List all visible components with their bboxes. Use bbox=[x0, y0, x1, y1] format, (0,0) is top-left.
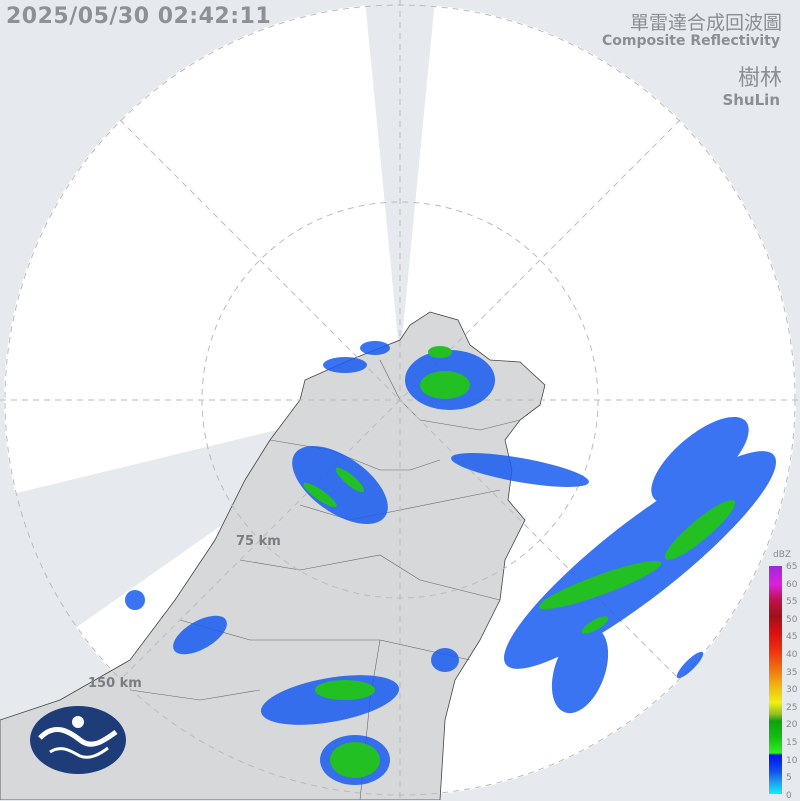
title-chinese: 單雷達合成回波圖 bbox=[629, 12, 782, 34]
title-english: Composite Reflectivity bbox=[602, 33, 780, 49]
legend-tick: 65 bbox=[786, 562, 798, 572]
legend-unit: dBZ bbox=[773, 550, 792, 560]
color-legend-bar bbox=[769, 566, 782, 794]
timestamp: 2025/05/30 02:42:11 bbox=[6, 4, 272, 29]
legend-tick: 15 bbox=[786, 738, 798, 748]
range-label-150km: 150 km bbox=[88, 676, 142, 691]
legend-tick: 0 bbox=[786, 790, 792, 801]
range-label-75km: 75 km bbox=[236, 534, 281, 549]
legend-tick: 35 bbox=[786, 667, 798, 678]
cwa-logo bbox=[30, 706, 126, 774]
station-name-chinese: 樹林 bbox=[737, 66, 782, 91]
legend-tick: 10 bbox=[786, 755, 798, 766]
legend-tick: 5 bbox=[786, 773, 792, 784]
legend-tick: 50 bbox=[786, 614, 798, 625]
legend-tick: 45 bbox=[786, 632, 798, 643]
legend-tick: 55 bbox=[786, 597, 798, 608]
legend-tick: 30 bbox=[786, 685, 798, 696]
legend-tick: 60 bbox=[786, 579, 798, 590]
legend-tick: 25 bbox=[786, 702, 798, 713]
legend-tick: 40 bbox=[786, 650, 798, 660]
land-taiwan bbox=[0, 311, 546, 800]
legend-tick: 20 bbox=[786, 720, 798, 731]
station-name-english: ShuLin bbox=[722, 91, 780, 109]
radar-echoes-moderate bbox=[303, 346, 736, 778]
